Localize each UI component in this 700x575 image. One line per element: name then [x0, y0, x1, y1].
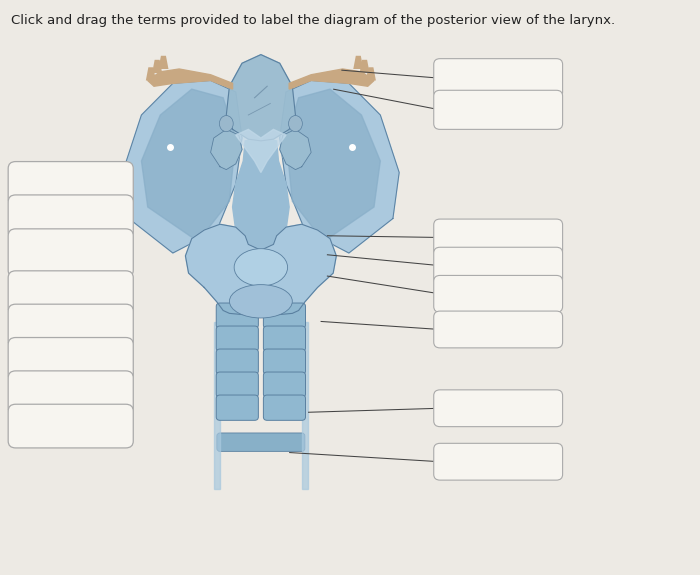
FancyBboxPatch shape	[434, 59, 563, 98]
FancyBboxPatch shape	[263, 326, 305, 351]
FancyBboxPatch shape	[8, 404, 133, 448]
Polygon shape	[302, 322, 308, 489]
Polygon shape	[141, 89, 236, 242]
Text: Click and drag the terms provided to label the diagram of the posterior view of : Click and drag the terms provided to lab…	[11, 14, 615, 28]
FancyBboxPatch shape	[263, 349, 305, 374]
FancyBboxPatch shape	[216, 326, 258, 351]
Polygon shape	[360, 60, 370, 73]
Ellipse shape	[288, 116, 302, 132]
FancyBboxPatch shape	[434, 275, 563, 312]
Ellipse shape	[230, 285, 293, 318]
Polygon shape	[366, 67, 376, 81]
Polygon shape	[158, 56, 169, 69]
FancyBboxPatch shape	[434, 90, 563, 129]
FancyBboxPatch shape	[263, 395, 305, 420]
Text: C-shaped tracheal
cartilages: C-shaped tracheal cartilages	[25, 242, 116, 264]
FancyBboxPatch shape	[434, 443, 563, 480]
Text: Epiglottis: Epiglottis	[48, 178, 94, 189]
Polygon shape	[186, 224, 336, 316]
Text: Arytenoid cartilage: Arytenoid cartilage	[23, 212, 118, 222]
FancyBboxPatch shape	[217, 433, 305, 451]
Text: Thyroid cartilage: Thyroid cartilage	[29, 288, 113, 298]
Polygon shape	[214, 322, 220, 489]
Polygon shape	[289, 69, 374, 89]
FancyBboxPatch shape	[8, 229, 133, 277]
FancyBboxPatch shape	[8, 195, 133, 239]
FancyBboxPatch shape	[263, 372, 305, 397]
Text: Location of esophagus: Location of esophagus	[15, 421, 127, 431]
FancyBboxPatch shape	[434, 311, 563, 348]
Polygon shape	[280, 81, 399, 253]
Polygon shape	[236, 129, 286, 172]
Polygon shape	[211, 129, 242, 170]
FancyBboxPatch shape	[216, 303, 258, 328]
Polygon shape	[354, 56, 363, 69]
FancyBboxPatch shape	[434, 219, 563, 256]
Polygon shape	[280, 129, 312, 170]
FancyBboxPatch shape	[8, 304, 133, 348]
Polygon shape	[286, 89, 380, 242]
Polygon shape	[122, 81, 242, 253]
FancyBboxPatch shape	[8, 162, 133, 205]
Polygon shape	[232, 138, 289, 250]
FancyBboxPatch shape	[216, 372, 258, 397]
Polygon shape	[152, 60, 162, 73]
Text: Cricoid cartilage: Cricoid cartilage	[30, 388, 111, 398]
FancyBboxPatch shape	[8, 271, 133, 315]
Ellipse shape	[234, 248, 288, 286]
Polygon shape	[226, 55, 295, 141]
FancyBboxPatch shape	[8, 338, 133, 381]
Polygon shape	[146, 67, 156, 81]
FancyBboxPatch shape	[434, 390, 563, 427]
Ellipse shape	[219, 116, 233, 132]
FancyBboxPatch shape	[263, 303, 305, 328]
Polygon shape	[148, 69, 232, 89]
FancyBboxPatch shape	[216, 395, 258, 420]
FancyBboxPatch shape	[434, 247, 563, 284]
FancyBboxPatch shape	[8, 371, 133, 415]
Text: Corniculate cartilage: Corniculate cartilage	[19, 321, 122, 331]
FancyBboxPatch shape	[216, 349, 258, 374]
Text: Hyoid bone: Hyoid bone	[43, 354, 99, 365]
